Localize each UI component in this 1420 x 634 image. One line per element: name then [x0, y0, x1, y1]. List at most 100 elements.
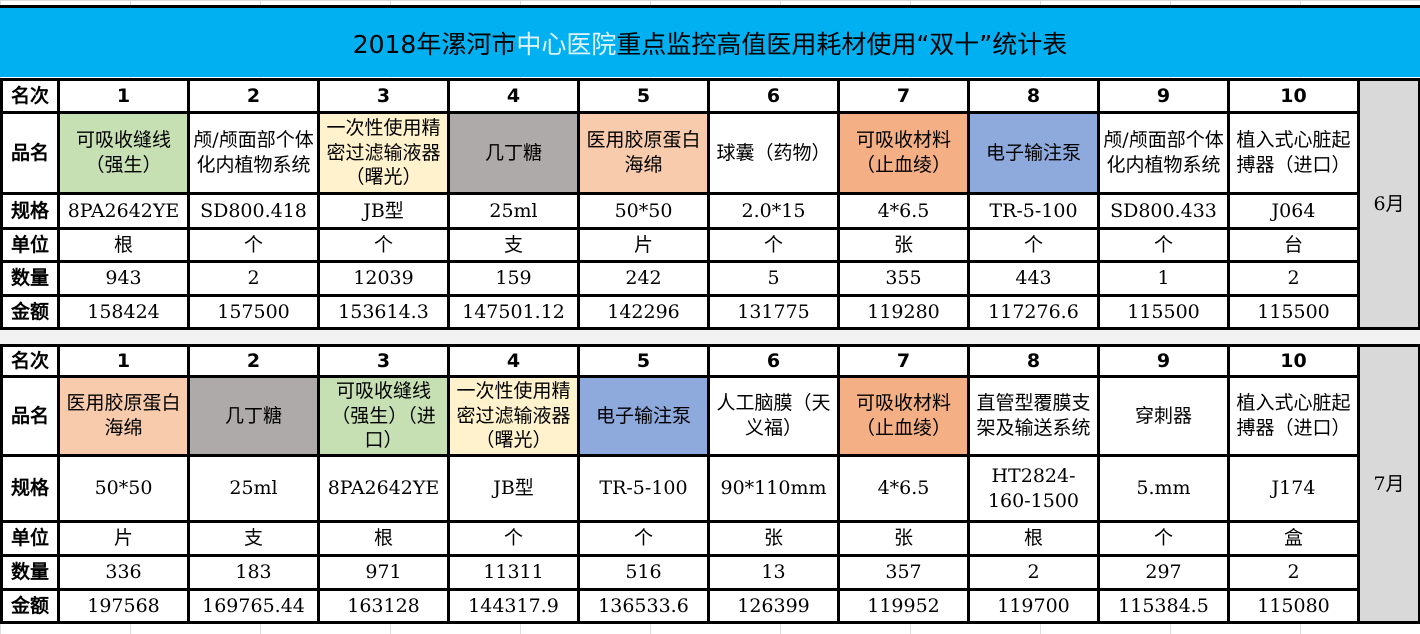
cell-amount[interactable]: 136533.6	[577, 588, 710, 624]
cell-qty[interactable]: 242	[577, 260, 710, 297]
cell-spec[interactable]: 25ml	[187, 454, 320, 523]
cell-rank[interactable]: 7	[837, 344, 970, 378]
cell-name[interactable]: 可吸收缝线（强生）	[57, 111, 190, 195]
cell-name[interactable]: 可吸收材料（止血绫）	[837, 375, 970, 457]
cell-name[interactable]: 电子输注泵	[967, 111, 1100, 195]
cell-spec[interactable]: 25ml	[447, 192, 580, 230]
cell-name[interactable]: 穿刺器	[1097, 375, 1230, 457]
cell-qty[interactable]: 1	[1097, 260, 1230, 297]
cell-unit[interactable]: 根	[57, 227, 190, 263]
cell-qty[interactable]: 971	[317, 554, 450, 591]
cell-amount[interactable]: 115080	[1227, 588, 1360, 624]
cell-amount[interactable]: 119700	[967, 588, 1100, 624]
cell-name[interactable]: 颅/颅面部个体化内植物系统	[187, 111, 320, 195]
cell-spec[interactable]: 4*6.5	[837, 454, 970, 523]
cell-amount[interactable]: 115500	[1227, 294, 1360, 330]
cell-name[interactable]: 医用胶原蛋白海绵	[57, 375, 190, 457]
cell-amount[interactable]: 126399	[707, 588, 840, 624]
cell-qty[interactable]: 2	[1227, 260, 1360, 297]
row-label-qty[interactable]: 数量	[0, 554, 60, 591]
cell-spec[interactable]: SD800.418	[187, 192, 320, 230]
cell-qty[interactable]: 443	[967, 260, 1100, 297]
cell-amount[interactable]: 119952	[837, 588, 970, 624]
cell-unit[interactable]: 根	[317, 520, 450, 557]
cell-unit[interactable]: 张	[837, 227, 970, 263]
cell-amount[interactable]: 131775	[707, 294, 840, 330]
cell-unit[interactable]: 个	[1097, 227, 1230, 263]
cell-unit[interactable]: 支	[187, 520, 320, 557]
cell-unit[interactable]: 个	[447, 520, 580, 557]
cell-rank[interactable]: 9	[1097, 78, 1230, 114]
cell-qty[interactable]: 183	[187, 554, 320, 591]
cell-qty[interactable]: 2	[187, 260, 320, 297]
cell-unit[interactable]: 支	[447, 227, 580, 263]
cell-qty[interactable]: 13	[707, 554, 840, 591]
cell-name[interactable]: 植入式心脏起搏器（进口）	[1227, 375, 1360, 457]
cell-amount[interactable]: 119280	[837, 294, 970, 330]
cell-rank[interactable]: 9	[1097, 344, 1230, 378]
cell-rank[interactable]: 6	[707, 344, 840, 378]
cell-qty[interactable]: 2	[1227, 554, 1360, 591]
cell-unit[interactable]: 个	[317, 227, 450, 263]
cell-spec[interactable]: 2.0*15	[707, 192, 840, 230]
cell-rank[interactable]: 7	[837, 78, 970, 114]
cell-spec[interactable]: 4*6.5	[837, 192, 970, 230]
cell-amount[interactable]: 117276.6	[967, 294, 1100, 330]
cell-qty[interactable]: 943	[57, 260, 190, 297]
cell-spec[interactable]: TR-5-100	[967, 192, 1100, 230]
cell-rank[interactable]: 10	[1227, 78, 1360, 114]
cell-unit[interactable]: 片	[577, 227, 710, 263]
cell-rank[interactable]: 4	[447, 78, 580, 114]
cell-qty[interactable]: 11311	[447, 554, 580, 591]
cell-rank[interactable]: 3	[317, 344, 450, 378]
cell-amount[interactable]: 163128	[317, 588, 450, 624]
cell-rank[interactable]: 1	[57, 78, 190, 114]
cell-name[interactable]: 颅/颅面部个体化内植物系统	[1097, 111, 1230, 195]
cell-qty[interactable]: 5	[707, 260, 840, 297]
cell-name[interactable]: 电子输注泵	[577, 375, 710, 457]
cell-unit[interactable]: 个	[577, 520, 710, 557]
row-label-rank[interactable]: 名次	[0, 344, 60, 378]
cell-amount[interactable]: 197568	[57, 588, 190, 624]
cell-unit[interactable]: 根	[967, 520, 1100, 557]
cell-spec[interactable]: 50*50	[577, 192, 710, 230]
cell-unit[interactable]: 张	[707, 520, 840, 557]
cell-name[interactable]: 人工脑膜（天义福）	[707, 375, 840, 457]
cell-unit[interactable]: 张	[837, 520, 970, 557]
cell-name[interactable]: 可吸收缝线（强生）（进口）	[317, 375, 450, 457]
cell-unit[interactable]: 个	[1097, 520, 1230, 557]
cell-rank[interactable]: 6	[707, 78, 840, 114]
cell-spec[interactable]: J174	[1227, 454, 1360, 523]
cell-rank[interactable]: 1	[57, 344, 190, 378]
cell-name[interactable]: 球囊（药物）	[707, 111, 840, 195]
cell-amount[interactable]: 153614.3	[317, 294, 450, 330]
cell-amount[interactable]: 157500	[187, 294, 320, 330]
cell-qty[interactable]: 516	[577, 554, 710, 591]
row-label-name[interactable]: 品名	[0, 111, 60, 195]
row-label-spec[interactable]: 规格	[0, 454, 60, 523]
cell-amount[interactable]: 115384.5	[1097, 588, 1230, 624]
cell-name[interactable]: 一次性使用精密过滤输液器（曙光）	[317, 111, 450, 195]
cell-rank[interactable]: 10	[1227, 344, 1360, 378]
cell-unit[interactable]: 个	[187, 227, 320, 263]
cell-amount[interactable]: 142296	[577, 294, 710, 330]
row-label-spec[interactable]: 规格	[0, 192, 60, 230]
cell-name[interactable]: 医用胶原蛋白海绵	[577, 111, 710, 195]
cell-spec[interactable]: J064	[1227, 192, 1360, 230]
cell-amount[interactable]: 115500	[1097, 294, 1230, 330]
cell-qty[interactable]: 336	[57, 554, 190, 591]
cell-spec[interactable]: SD800.433	[1097, 192, 1230, 230]
row-label-unit[interactable]: 单位	[0, 520, 60, 557]
cell-amount[interactable]: 147501.12	[447, 294, 580, 330]
cell-unit[interactable]: 片	[57, 520, 190, 557]
row-label-unit[interactable]: 单位	[0, 227, 60, 263]
cell-spec[interactable]: 5.mm	[1097, 454, 1230, 523]
cell-amount[interactable]: 169765.44	[187, 588, 320, 624]
cell-qty[interactable]: 357	[837, 554, 970, 591]
cell-name[interactable]: 可吸收材料（止血绫）	[837, 111, 970, 195]
cell-spec[interactable]: 50*50	[57, 454, 190, 523]
cell-name[interactable]: 植入式心脏起搏器（进口）	[1227, 111, 1360, 195]
cell-qty[interactable]: 12039	[317, 260, 450, 297]
cell-rank[interactable]: 2	[187, 78, 320, 114]
row-label-qty[interactable]: 数量	[0, 260, 60, 297]
